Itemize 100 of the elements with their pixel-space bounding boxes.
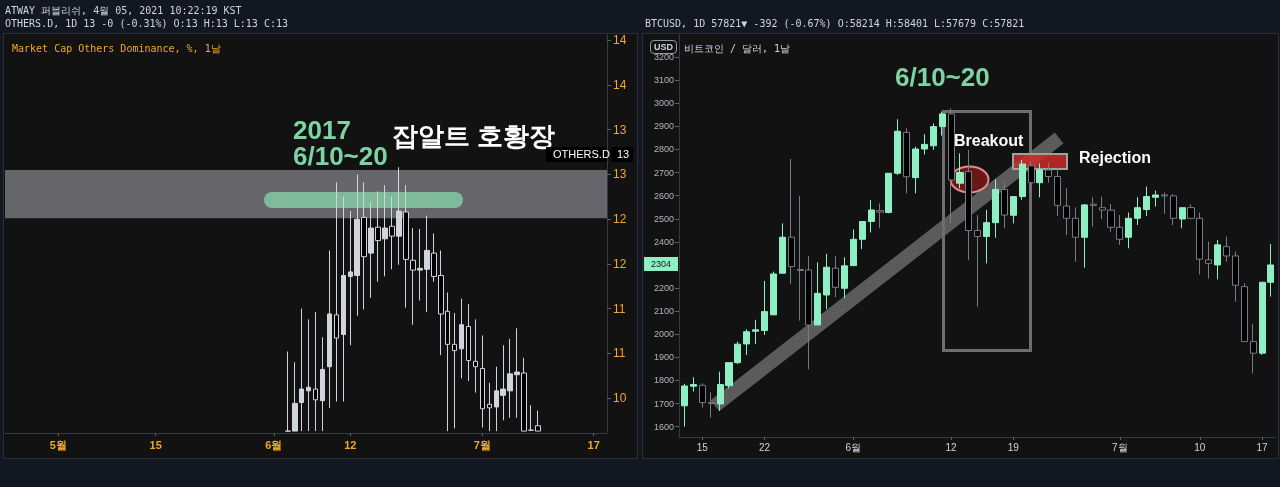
y-tick-label: 2000 xyxy=(653,329,674,340)
annotation: Rejection xyxy=(1079,149,1152,166)
y-tick-label: 12 xyxy=(613,256,627,271)
candlestick xyxy=(974,214,981,308)
annotation: OTHERS.D xyxy=(546,147,610,162)
candlestick xyxy=(1090,196,1097,228)
text: 비트코인 / 달러, 1날 xyxy=(684,43,791,55)
y-tick-label: 11 xyxy=(613,346,626,361)
candlestick xyxy=(761,280,768,336)
candlestick xyxy=(313,311,318,432)
candlestick xyxy=(850,228,857,267)
y-tick-label: 2100 xyxy=(653,306,674,317)
candlestick xyxy=(681,383,688,428)
candlestick xyxy=(814,261,821,326)
candlestick xyxy=(1250,323,1257,374)
candlestick xyxy=(1063,187,1070,236)
candlestick xyxy=(1081,203,1088,269)
x-tick-label: 12 xyxy=(945,441,958,453)
candlestick xyxy=(459,298,464,379)
y-tick-label: 14 xyxy=(613,77,627,92)
candlestick xyxy=(1214,239,1221,280)
candlestick xyxy=(788,158,795,285)
candlestick xyxy=(779,222,786,274)
x-tick-label: 6월 xyxy=(845,441,862,453)
candlestick xyxy=(743,328,750,356)
candlestick xyxy=(690,376,697,392)
x-tick-label: 15 xyxy=(696,441,709,453)
candlestick xyxy=(299,308,304,432)
y-tick-label: 2900 xyxy=(653,121,674,132)
candlestick xyxy=(912,146,919,194)
candlestick xyxy=(930,122,937,151)
y-tick-label: 2200 xyxy=(653,283,674,294)
candlestick xyxy=(921,133,928,156)
annotation: Breakout xyxy=(954,132,1024,149)
candlestick xyxy=(1143,186,1150,217)
candlestick xyxy=(473,318,478,394)
candlestick xyxy=(956,152,964,189)
candlestick xyxy=(1170,193,1177,226)
candlestick xyxy=(334,181,339,403)
y-tick-label: 3000 xyxy=(653,98,674,109)
y-tick-label: 11 xyxy=(613,301,626,316)
y-tick-label: 2500 xyxy=(653,213,674,224)
candlestick xyxy=(1134,196,1141,226)
candlestick xyxy=(894,118,901,176)
x-tick-label: 12 xyxy=(344,438,357,451)
y-axis-title: USD xyxy=(650,40,678,54)
candlestick xyxy=(1045,162,1052,184)
candlestick xyxy=(823,253,830,310)
y-tick-label: 3200 xyxy=(653,52,674,63)
x-tick-label: 7월 xyxy=(473,438,491,451)
text: ATWAY 퍼블리쉬, 4월 05, 2021 10:22:19 KST xyxy=(5,5,242,17)
candlestick xyxy=(1036,162,1043,198)
x-tick-label: 6월 xyxy=(265,438,283,451)
candlestick xyxy=(868,199,875,233)
candlestick xyxy=(452,312,457,429)
y-tick-label: 3100 xyxy=(653,75,674,86)
y-tick-label: 2600 xyxy=(653,190,674,201)
y-tick-label: 1800 xyxy=(653,375,674,386)
y-tick-label: 1900 xyxy=(653,352,674,363)
annotation: 6/10~20 xyxy=(895,62,990,92)
x-tick-label: 10 xyxy=(1194,441,1206,453)
candlestick xyxy=(965,149,972,261)
candlestick xyxy=(948,107,955,224)
candlestick xyxy=(841,256,848,299)
candlestick xyxy=(487,382,492,432)
candlestick xyxy=(1152,190,1159,208)
candlestick xyxy=(699,382,706,409)
y-tick-label: 13 xyxy=(613,122,627,137)
candlestick xyxy=(770,271,777,316)
text: BTCUSD, 1D 57821▼ -392 (-0.67%) O:58214 H:58401 L:57679 C:57821 xyxy=(645,18,1025,30)
candlestick xyxy=(1125,212,1132,249)
candlestick xyxy=(341,196,346,403)
x-tick-label: 22 xyxy=(758,441,771,453)
x-tick-label: 5월 xyxy=(49,438,67,451)
text: Market Cap Others Dominance, %, 1날 xyxy=(12,43,221,55)
y-tick-label: 10 xyxy=(613,391,627,406)
candlestick xyxy=(876,202,884,229)
candlestick xyxy=(1010,196,1017,224)
y-tick-label: 1700 xyxy=(653,398,674,409)
candlestick xyxy=(320,336,325,432)
x-tick-label: 7월 xyxy=(1112,441,1128,453)
x-tick-label: 17 xyxy=(1256,441,1269,453)
candlestick xyxy=(992,178,999,239)
candlestick xyxy=(466,303,471,382)
x-tick-label: 17 xyxy=(587,438,600,451)
x-tick-label: 15 xyxy=(149,438,162,451)
y-tick-label: 14 xyxy=(613,33,627,48)
candlestick xyxy=(1054,167,1061,217)
candlestick xyxy=(480,334,485,429)
candlestick xyxy=(832,255,839,298)
candlestick xyxy=(1241,282,1248,343)
candlestick xyxy=(859,221,866,250)
candlestick xyxy=(1019,159,1026,201)
y-tick-label: 2800 xyxy=(653,144,674,155)
x-tick-label: 19 xyxy=(1007,441,1020,453)
candlestick xyxy=(1205,241,1212,280)
candlestick xyxy=(1001,181,1008,229)
candlestick xyxy=(306,318,311,432)
candlestick xyxy=(708,391,715,419)
y-tick-label: 12 xyxy=(613,212,627,227)
